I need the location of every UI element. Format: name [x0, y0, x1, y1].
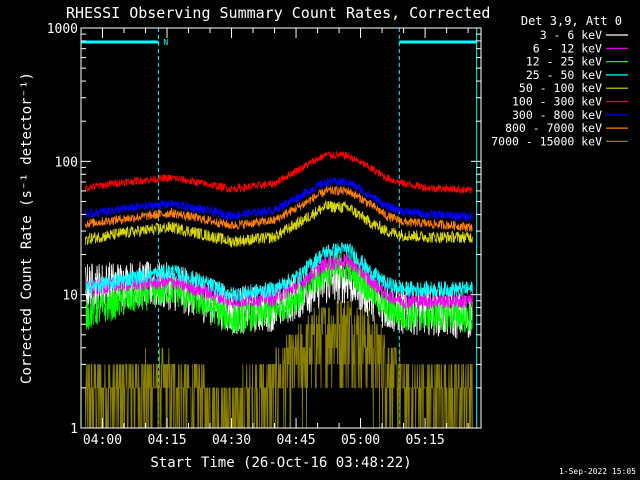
- y-tick-label: 100: [55, 155, 78, 170]
- x-axis-title: Start Time (26-Oct-16 03:48:22): [150, 455, 411, 471]
- series-line: [84, 200, 473, 248]
- plot-frame: [80, 27, 482, 429]
- legend-label: 50 - 100 keV: [519, 81, 602, 95]
- legend-label: 6 - 12 keV: [533, 41, 602, 55]
- x-tick-label: 05:00: [341, 433, 380, 448]
- legend-label: 300 - 800 keV: [512, 108, 602, 122]
- legend-label: 800 - 7000 keV: [505, 121, 602, 135]
- axes: 1 10 100 1000 04:00 04:15 04:30 04:45 05:00 05:15: [47, 22, 481, 448]
- plot-area: N: [80, 28, 478, 429]
- night-label: N: [163, 38, 168, 47]
- series-line: [84, 185, 473, 232]
- x-tick-label: 04:30: [212, 433, 251, 448]
- x-tick-label: 04:00: [83, 433, 122, 448]
- series-line: [84, 176, 473, 222]
- legend-title: Det 3,9, Att 0: [521, 14, 622, 28]
- legend-label: 7000 - 15000 keV: [491, 134, 602, 148]
- y-tick-label: 10: [62, 289, 78, 304]
- chart-title: RHESSI Observing Summary Count Rates, Co…: [66, 4, 490, 22]
- series-line: [84, 241, 473, 302]
- legend-label: 3 - 6 keV: [540, 28, 602, 42]
- y-tick-label: 1000: [47, 22, 78, 37]
- y-tick-label: 1: [70, 422, 78, 437]
- series-line: [84, 253, 473, 335]
- legend-label: 12 - 25 keV: [526, 55, 602, 69]
- legend-label: 25 - 50 keV: [526, 68, 602, 82]
- x-tick-label: 04:15: [147, 433, 186, 448]
- timestamp: 1-Sep-2022 15:05: [559, 467, 636, 476]
- y-axis-title: Corrected Count Rate (s⁻¹ detector⁻¹): [19, 72, 35, 384]
- legend-label: 100 - 300 keV: [512, 95, 602, 109]
- series-line: [84, 300, 473, 429]
- series-line: [84, 150, 473, 195]
- x-tick-label: 04:45: [276, 433, 315, 448]
- x-tick-label: 05:15: [406, 433, 445, 448]
